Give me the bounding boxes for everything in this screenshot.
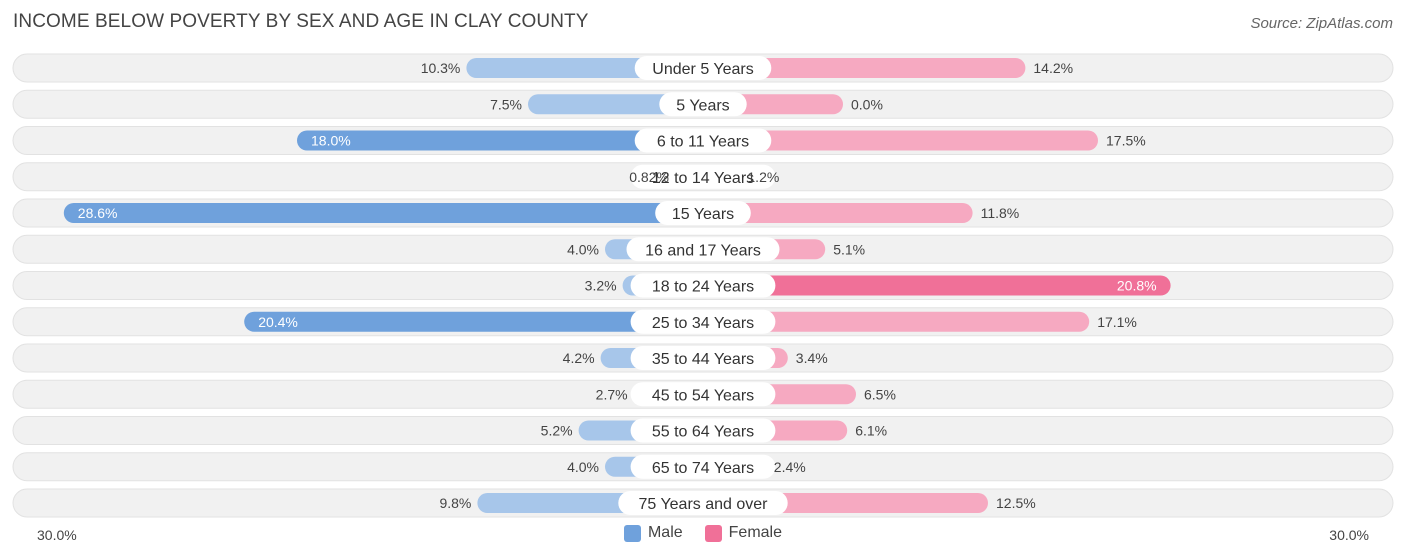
category-label: 45 to 54 Years — [652, 387, 754, 404]
legend-label-female: Female — [728, 524, 783, 541]
category-pill — [630, 273, 776, 298]
category-label: 75 Years and over — [639, 496, 769, 513]
female-value-label: 0.0% — [851, 96, 883, 112]
female-bar — [693, 58, 1026, 78]
legend-swatch-female — [704, 524, 722, 542]
bar-row: 45 to 54 Years 2.7% 6.5% — [12, 379, 1394, 409]
category-label: Under 5 Years — [652, 61, 753, 78]
male-value-label: 20.4% — [258, 314, 298, 330]
female-value-label: 17.5% — [1106, 133, 1146, 149]
category-pill — [634, 56, 772, 80]
category-label: 25 to 34 Years — [652, 315, 754, 332]
category-label: 16 and 17 Years — [645, 242, 761, 259]
bar-row: 6 to 11 Years 18.0% 17.5% — [12, 126, 1394, 155]
female-bar — [693, 275, 1171, 296]
bar-row: 15 Years 28.6% 11.8% — [12, 198, 1394, 228]
female-value-label: 5.1% — [833, 241, 865, 257]
female-value-label: 1.2% — [747, 169, 779, 185]
male-value-label: 0.82% — [629, 169, 669, 185]
female-value-label: 11.8% — [981, 205, 1020, 221]
bar-row: 25 to 34 Years 20.4% 17.1% — [12, 307, 1394, 337]
legend-label-male: Male — [647, 524, 683, 541]
category-pill — [630, 309, 776, 334]
bar-row: Under 5 Years 10.3% 14.2% — [12, 53, 1394, 83]
category-pill — [630, 454, 776, 479]
female-value-label: 3.4% — [796, 350, 828, 366]
bar-row: 55 to 64 Years 5.2% 6.1% — [12, 416, 1394, 445]
male-value-label: 4.0% — [567, 241, 599, 257]
legend: Male Female — [0, 524, 1406, 542]
category-pill — [618, 491, 788, 515]
male-value-label: 2.7% — [596, 386, 628, 402]
category-label: 55 to 64 Years — [652, 424, 754, 441]
male-value-label: 28.6% — [78, 205, 118, 221]
female-value-label: 6.1% — [855, 423, 887, 439]
male-value-label: 3.2% — [585, 278, 617, 294]
male-value-label: 7.5% — [490, 96, 522, 112]
female-value-label: 20.8% — [1117, 278, 1157, 294]
female-bar — [693, 130, 1098, 151]
category-pill — [630, 382, 776, 407]
category-label: 18 to 24 Years — [652, 279, 754, 296]
category-label: 5 Years — [676, 97, 729, 114]
female-value-label: 17.1% — [1097, 314, 1137, 330]
female-bar — [693, 203, 973, 223]
male-bar — [63, 203, 704, 223]
category-pill — [659, 92, 747, 117]
male-value-label: 5.2% — [541, 423, 573, 439]
female-value-label: 2.4% — [774, 459, 806, 475]
category-label: 15 Years — [672, 206, 734, 223]
male-value-label: 18.0% — [311, 133, 351, 149]
male-value-label: 4.0% — [567, 459, 599, 475]
male-bar — [244, 311, 703, 332]
category-pill — [655, 201, 751, 225]
category-label: 35 to 44 Years — [652, 351, 754, 368]
male-bar — [528, 94, 703, 115]
category-label: 65 to 74 Years — [652, 460, 754, 477]
legend-item-female[interactable]: Female — [704, 524, 783, 542]
category-pill — [626, 237, 780, 262]
category-pill — [630, 164, 776, 189]
source-label: Source: ZipAtlas.com — [1250, 15, 1393, 32]
male-value-label: 4.2% — [563, 350, 595, 366]
female-bar — [693, 311, 1090, 332]
axis-label-right: 30.0% — [1329, 527, 1369, 543]
bar-row: 5 Years 7.5% 0.0% — [12, 89, 1394, 119]
chart-title: INCOME BELOW POVERTY BY SEX AND AGE IN C… — [13, 11, 589, 32]
female-value-label: 14.2% — [1033, 60, 1073, 76]
legend-swatch-male — [623, 524, 641, 542]
male-bar — [297, 130, 703, 151]
category-label: 12 to 14 Years — [652, 170, 754, 187]
category-label: 6 to 11 Years — [657, 134, 749, 151]
bar-row: 18 to 24 Years 3.2% 20.8% — [12, 271, 1394, 300]
bar-row: 35 to 44 Years 4.2% 3.4% — [12, 343, 1394, 373]
bar-row: 65 to 74 Years 4.0% 2.4% — [12, 452, 1394, 482]
category-pill — [630, 346, 776, 370]
male-value-label: 10.3% — [421, 60, 461, 76]
category-pill — [634, 128, 772, 153]
axis-label-left: 30.0% — [37, 527, 77, 543]
legend-item-male[interactable]: Male — [623, 524, 683, 542]
category-pill — [630, 418, 776, 443]
female-value-label: 6.5% — [864, 386, 896, 402]
male-value-label: 9.8% — [439, 495, 471, 511]
bar-row: 75 Years and over 9.8% 12.5% — [12, 488, 1394, 518]
bar-row: 16 and 17 Years 4.0% 5.1% — [12, 234, 1394, 264]
poverty-chart: Under 5 Years 10.3% 14.2% 5 Years 7.5% 0.0% 6 … — [12, 53, 1394, 518]
female-value-label: 12.5% — [996, 495, 1036, 511]
